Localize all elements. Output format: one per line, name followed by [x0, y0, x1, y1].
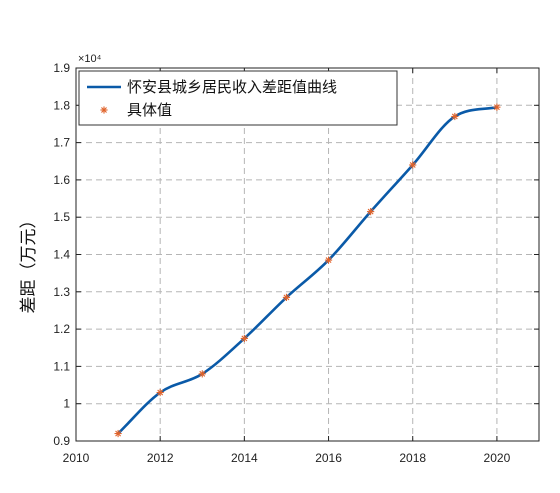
- legend-entry-marker: 具体值: [127, 101, 172, 119]
- y-tick-label: 1.1: [53, 359, 70, 373]
- x-tick-label: 2014: [231, 451, 258, 465]
- y-axis-ticks: 0.9 1 1.1 1.2 1.3 1.4 1.5 1.6 1.7 1.8 1.9: [53, 61, 539, 448]
- legend-entry-line: 怀安县城乡居民收入差距值曲线: [127, 78, 337, 96]
- x-tick-label: 2010: [63, 451, 90, 465]
- legend-marker-icon: [100, 106, 108, 114]
- series-markers: [114, 103, 501, 438]
- data-point-marker: [198, 370, 206, 378]
- data-point-marker: [156, 388, 164, 397]
- y-tick-label: 1.4: [53, 248, 70, 262]
- legend-marker-sample: [100, 106, 108, 114]
- x-tick-label: 2018: [399, 451, 426, 465]
- legend: 怀安县城乡居民收入差距值曲线 具体值: [78, 70, 398, 126]
- data-point-marker: [114, 429, 122, 438]
- y-exponent-label: ×10⁴: [78, 53, 102, 65]
- y-tick-label: 0.9: [53, 434, 70, 448]
- x-tick-label: 2016: [315, 451, 342, 465]
- data-point-marker: [451, 112, 459, 121]
- data-point-marker: [324, 256, 333, 264]
- series-line-income-gap: [117, 105, 498, 435]
- y-tick-label: 1: [63, 397, 70, 411]
- data-point-marker: [493, 103, 501, 111]
- data-point-marker: [409, 161, 417, 169]
- y-tick-label: 1.3: [53, 285, 70, 299]
- y-axis-label: 差距（万元）: [19, 212, 39, 314]
- legend-box: [78, 70, 398, 126]
- y-tick-label: 1.7: [53, 136, 70, 150]
- y-tick-label: 1.6: [53, 173, 70, 187]
- y-tick-label: 1.8: [53, 98, 70, 112]
- data-point-marker: [282, 293, 291, 301]
- y-tick-label: 1.2: [53, 322, 70, 336]
- x-tick-label: 2012: [147, 451, 174, 465]
- data-point-marker: [367, 208, 375, 216]
- x-axis-ticks: 2010 2012 2014 2016 2018 2020: [63, 68, 511, 465]
- data-point-marker: [240, 334, 248, 343]
- x-tick-label: 2020: [484, 451, 511, 465]
- y-tick-label: 1.5: [53, 210, 70, 224]
- y-tick-label: 1.9: [53, 61, 70, 75]
